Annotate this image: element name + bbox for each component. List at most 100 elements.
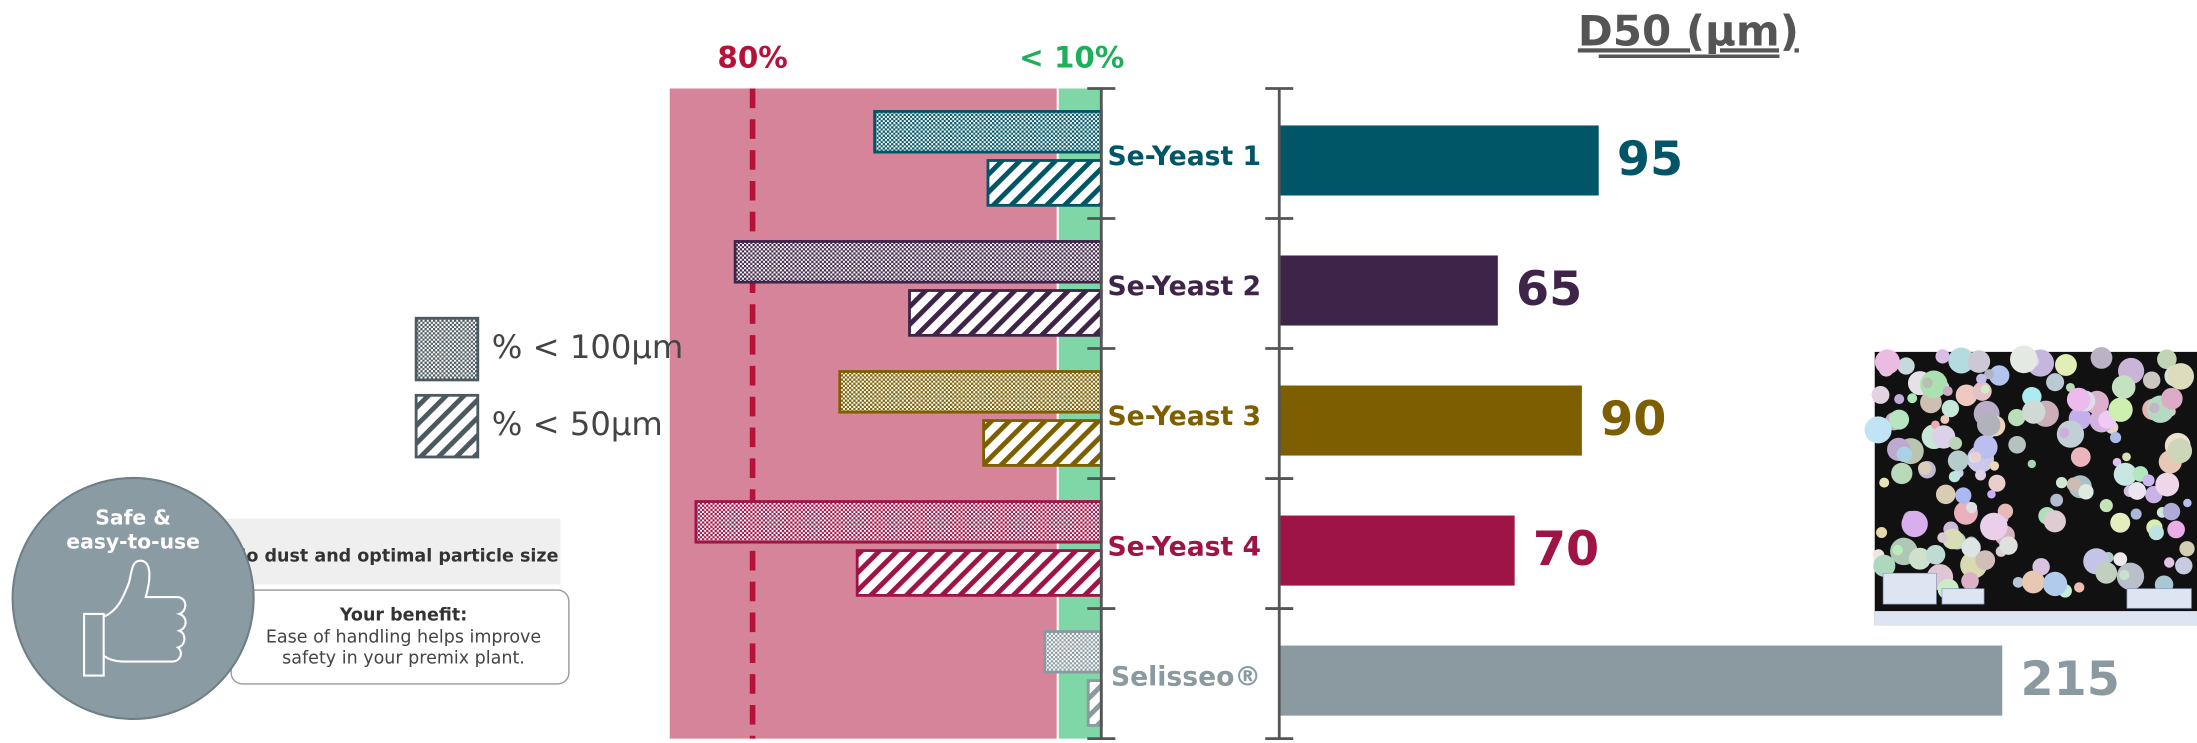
d50-bar bbox=[1279, 255, 1498, 326]
particle bbox=[1901, 510, 1928, 538]
particle bbox=[2142, 371, 2161, 389]
particle bbox=[1973, 435, 1998, 460]
particle bbox=[2183, 498, 2192, 508]
particle bbox=[1908, 547, 1931, 570]
particle bbox=[2148, 524, 2164, 541]
particle bbox=[1949, 436, 1963, 450]
category-label: Se-Yeast 1 bbox=[1108, 141, 1262, 172]
particle bbox=[2113, 552, 2128, 567]
particle bbox=[1989, 365, 2010, 386]
particle bbox=[1989, 461, 2000, 471]
d50-value: 90 bbox=[1600, 392, 1666, 447]
particle bbox=[2167, 363, 2195, 390]
bar-dots bbox=[838, 370, 1103, 414]
particle bbox=[2050, 493, 2064, 507]
particle bbox=[1942, 528, 1963, 550]
particle bbox=[2021, 570, 2045, 594]
particle bbox=[1892, 544, 1903, 556]
particle bbox=[1980, 384, 1990, 394]
thumbs-up-icon bbox=[83, 559, 187, 677]
particle bbox=[1955, 487, 1972, 504]
particle bbox=[2066, 387, 2091, 412]
d50-bar bbox=[1279, 515, 1515, 586]
particle bbox=[1999, 536, 2018, 555]
particle bbox=[1891, 462, 1913, 485]
scale-bar bbox=[1874, 611, 2197, 626]
legend-swatch bbox=[414, 316, 480, 382]
particle-photo bbox=[1864, 345, 2197, 626]
particle bbox=[1876, 526, 1888, 539]
bar-hatch bbox=[1086, 679, 1103, 727]
particle bbox=[2059, 427, 2070, 438]
benefit-text: Ease of handling helps improve bbox=[266, 628, 541, 648]
legend-swatch bbox=[414, 393, 480, 459]
threshold-label: < 10% bbox=[1019, 41, 1124, 75]
particle bbox=[1966, 501, 1978, 514]
particle bbox=[2021, 400, 2046, 424]
particle bbox=[2008, 408, 2026, 427]
particle bbox=[2046, 373, 2065, 392]
bar-hatch bbox=[982, 419, 1103, 467]
particle bbox=[2008, 435, 2026, 454]
bar-hatch bbox=[908, 289, 1103, 337]
particle bbox=[2130, 508, 2142, 520]
category-label: Se-Yeast 4 bbox=[1108, 531, 1262, 562]
particle bbox=[2128, 482, 2147, 500]
photo-caption bbox=[1882, 572, 1937, 605]
particle bbox=[1871, 386, 1890, 404]
bar-dots bbox=[873, 110, 1103, 154]
threshold-label: 80% bbox=[717, 41, 787, 75]
particle bbox=[1864, 416, 1892, 444]
particle bbox=[1975, 469, 1987, 481]
d50-bar bbox=[1279, 645, 2003, 716]
particle bbox=[2043, 510, 2066, 533]
particle bbox=[1961, 572, 1979, 590]
headline-box bbox=[210, 518, 561, 585]
particle bbox=[2162, 502, 2181, 521]
particle bbox=[2010, 345, 2038, 374]
particle bbox=[1935, 484, 1956, 505]
particle bbox=[1961, 537, 1981, 558]
particle bbox=[1873, 554, 1896, 577]
particle bbox=[2108, 397, 2133, 422]
particle bbox=[1948, 347, 1975, 374]
particle bbox=[2164, 557, 2175, 568]
category-label: Se-Yeast 3 bbox=[1108, 401, 1262, 432]
particle bbox=[1897, 357, 1915, 375]
bar-hatch bbox=[855, 549, 1103, 597]
particle bbox=[2099, 499, 2113, 513]
benefit-title: Your benefit: bbox=[339, 605, 467, 625]
particle bbox=[2056, 420, 2085, 448]
photo-caption bbox=[1941, 588, 1985, 605]
particle bbox=[1967, 350, 1991, 373]
particle bbox=[2111, 375, 2136, 399]
bar-hatch bbox=[986, 159, 1103, 207]
particle bbox=[1988, 474, 2006, 492]
headline: No dust and optimal particle size bbox=[232, 546, 559, 566]
particle bbox=[1948, 471, 1961, 483]
particle bbox=[1984, 369, 1995, 380]
particle bbox=[2149, 402, 2160, 414]
d50-value: 95 bbox=[1617, 132, 1683, 187]
particle bbox=[2090, 346, 2113, 369]
particle bbox=[1925, 544, 1946, 565]
particle bbox=[1947, 450, 1969, 471]
particle bbox=[2066, 477, 2081, 492]
particle bbox=[2055, 354, 2077, 376]
d50-value: 70 bbox=[1533, 522, 1599, 577]
particle bbox=[1975, 550, 1996, 570]
particle bbox=[1970, 451, 1982, 463]
badge-text: easy-to-use bbox=[66, 529, 200, 553]
particle bbox=[1920, 370, 1948, 399]
particle bbox=[2155, 472, 2180, 497]
particle bbox=[1889, 409, 1910, 430]
particle bbox=[2122, 452, 2131, 462]
particle bbox=[2027, 459, 2037, 469]
particle bbox=[1955, 384, 1978, 407]
particle bbox=[2070, 447, 2091, 467]
particle bbox=[1874, 349, 1900, 375]
particle bbox=[2167, 438, 2193, 464]
particle bbox=[2113, 462, 2137, 486]
badge-text: Safe & bbox=[95, 506, 171, 530]
